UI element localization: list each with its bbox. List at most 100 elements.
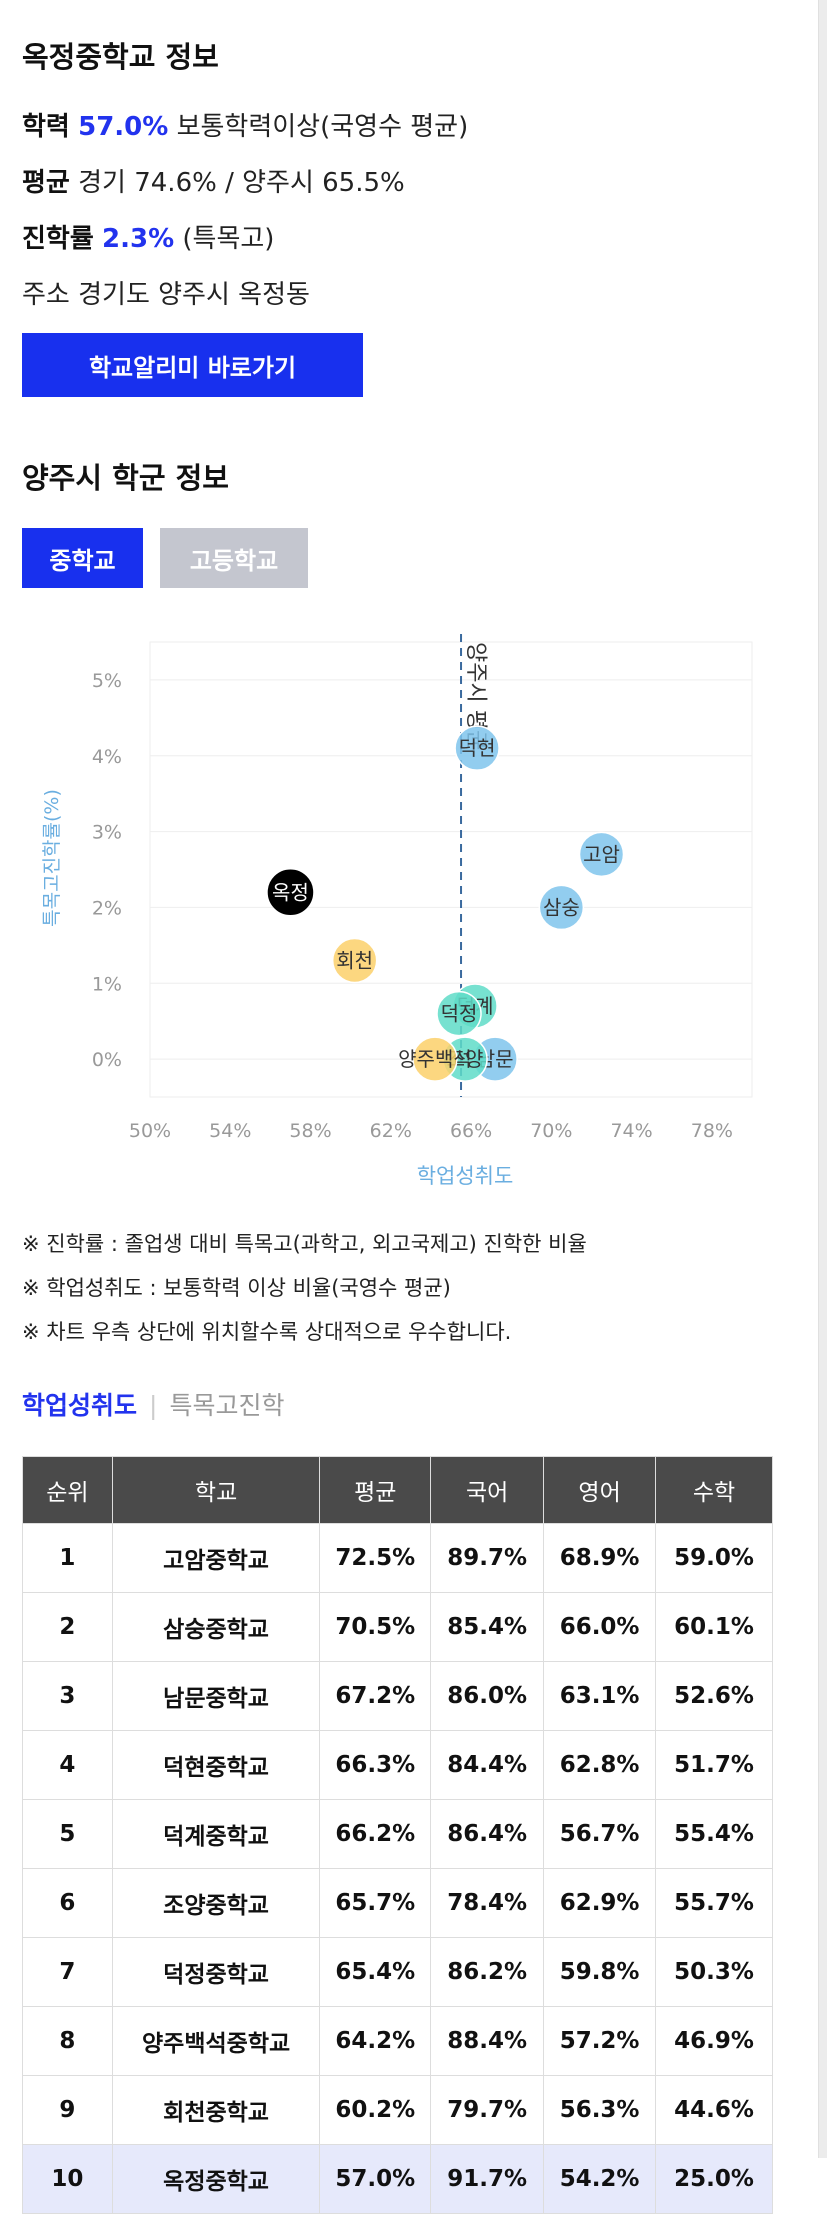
cell-korean: 86.0% — [430, 1661, 545, 1731]
point-marker — [436, 990, 482, 1037]
point-marker — [578, 831, 625, 878]
header-korean: 국어 — [430, 1456, 545, 1524]
school-title: 옥정중학교 정보 — [22, 40, 219, 74]
subtab-achievement[interactable]: 학업성취도 — [22, 1391, 138, 1420]
address-line: 주소 경기도 양주시 옥정동 — [22, 274, 310, 311]
cell-korean: 84.4% — [430, 1730, 545, 1800]
y-tick-label: 0% — [92, 1049, 122, 1071]
y-tick-label: 5% — [92, 670, 122, 692]
chart-points: 고암삼숭덕현남문덕계덕정조양양주백석회천옥정 — [267, 725, 625, 1082]
table-row: 8 양주백석중학교 64.2% 88.4% 57.2% 46.9% — [22, 2006, 773, 2076]
cell-english: 56.7% — [543, 1799, 657, 1869]
x-tick-label: 54% — [209, 1120, 251, 1142]
cell-english: 54.2% — [543, 2144, 657, 2214]
cell-math: 44.6% — [655, 2075, 773, 2145]
point-marker — [454, 725, 500, 771]
cell-math: 46.9% — [655, 2006, 773, 2076]
data-point[interactable]: 옥정 — [267, 869, 314, 915]
cell-math: 59.0% — [655, 1523, 773, 1593]
point-label: 덕현 — [459, 736, 496, 760]
tab-middle-school[interactable]: 중학교 — [22, 528, 143, 588]
achievement-line: 학력 57.0% 보통학력이상(국영수 평균) — [22, 106, 468, 143]
x-tick-label: 66% — [450, 1120, 492, 1142]
data-point[interactable]: 삼숭 — [538, 884, 585, 931]
cell-rank: 1 — [22, 1523, 113, 1593]
cell-average: 70.5% — [319, 1592, 432, 1662]
cell-math: 55.4% — [655, 1799, 773, 1869]
y-tick-label: 1% — [92, 973, 122, 995]
header-average: 평균 — [319, 1456, 432, 1524]
average-label: 평균 — [22, 168, 70, 198]
address-text: 경기도 양주시 옥정동 — [78, 280, 310, 310]
cell-korean: 86.4% — [430, 1799, 545, 1869]
cell-math: 25.0% — [655, 2144, 773, 2214]
tab-high-school[interactable]: 고등학교 — [160, 528, 308, 588]
cell-korean: 91.7% — [430, 2144, 545, 2214]
cell-school: 회천중학교 — [111, 2075, 321, 2145]
cell-english: 68.9% — [543, 1523, 657, 1593]
x-tick-label: 74% — [610, 1120, 652, 1142]
school-info-link-button[interactable]: 학교알리미 바로가기 — [22, 333, 363, 397]
note-chart-hint: ※ 차트 우측 상단에 위치할수록 상대적으로 우수합니다. — [22, 1320, 512, 1344]
point-marker — [412, 1036, 458, 1082]
table-row: 9 회천중학교 60.2% 79.7% 56.3% 44.6% — [22, 2075, 773, 2145]
cell-math: 51.7% — [655, 1730, 773, 1800]
cell-rank: 10 — [22, 2144, 113, 2214]
cell-school: 조양중학교 — [111, 1868, 321, 1938]
table-row: 3 남문중학교 67.2% 86.0% 63.1% 52.6% — [22, 1661, 773, 1731]
cell-english: 59.8% — [543, 1937, 657, 2007]
cell-school: 양주백석중학교 — [111, 2006, 321, 2076]
data-point[interactable]: 덕정 — [436, 990, 482, 1037]
header-rank: 순위 — [22, 1456, 113, 1524]
table-row: 1 고암중학교 72.5% 89.7% 68.9% 59.0% — [22, 1523, 773, 1593]
table-row: 2 삼숭중학교 70.5% 85.4% 66.0% 60.1% — [22, 1592, 773, 1662]
scatter-chart: 0%1%2%3%4%5%50% 54% 58% 62% 66% 70% 74% 78% 양주시… — [41, 634, 753, 1188]
cell-korean: 89.7% — [430, 1523, 545, 1593]
table-row: 7 덕정중학교 65.4% 86.2% 59.8% 50.3% — [22, 1937, 773, 2007]
note-achievement: ※ 학업성취도 : 보통학력 이상 비율(국영수 평균) — [22, 1276, 451, 1300]
x-tick-label: 62% — [370, 1120, 412, 1142]
cell-average: 67.2% — [319, 1661, 432, 1731]
cell-school: 덕계중학교 — [111, 1799, 321, 1869]
achievement-label: 학력 — [22, 112, 70, 142]
data-point[interactable]: 덕현 — [454, 725, 500, 771]
cell-english: 57.2% — [543, 2006, 657, 2076]
table-row: 6 조양중학교 65.7% 78.4% 62.9% 55.7% — [22, 1868, 773, 1938]
y-tick-label: 2% — [92, 897, 122, 919]
cell-rank: 3 — [22, 1661, 113, 1731]
table-body: 1 고암중학교 72.5% 89.7% 68.9% 59.0% 2 삼숭중학교 70.5% 85.… — [22, 1523, 773, 2214]
header-english: 영어 — [543, 1456, 657, 1524]
cell-average: 66.2% — [319, 1799, 432, 1869]
average-text: 경기 74.6% / 양주시 65.5% — [78, 168, 405, 198]
cell-average: 60.2% — [319, 2075, 432, 2145]
y-tick-label: 3% — [92, 822, 122, 844]
point-marker — [267, 869, 314, 915]
cell-rank: 9 — [22, 2075, 113, 2145]
cell-rank: 4 — [22, 1730, 113, 1800]
table-row: 5 덕계중학교 66.2% 86.4% 56.7% 55.4% — [22, 1799, 773, 1869]
point-label: 회천 — [336, 949, 373, 973]
cell-korean: 85.4% — [430, 1592, 545, 1662]
cell-rank: 2 — [22, 1592, 113, 1662]
data-point[interactable]: 회천 — [331, 937, 378, 984]
cell-average: 72.5% — [319, 1523, 432, 1593]
advance-note: (특목고) — [182, 224, 275, 254]
cell-rank: 8 — [22, 2006, 113, 2076]
cell-school: 덕정중학교 — [111, 1937, 321, 2007]
cell-math: 55.7% — [655, 1868, 773, 1938]
cell-average: 66.3% — [319, 1730, 432, 1800]
x-tick-label: 58% — [289, 1120, 331, 1142]
cell-average: 65.7% — [319, 1868, 432, 1938]
district-title: 양주시 학군 정보 — [22, 461, 229, 495]
subtab-advance[interactable]: 특목고진학 — [169, 1391, 285, 1420]
point-label: 양주백석 — [398, 1047, 472, 1071]
average-line: 평균 경기 74.6% / 양주시 65.5% — [22, 162, 405, 199]
cell-korean: 88.4% — [430, 2006, 545, 2076]
cell-math: 52.6% — [655, 1661, 773, 1731]
cell-rank: 5 — [22, 1799, 113, 1869]
cell-school: 고암중학교 — [111, 1523, 321, 1593]
page-scrollbar[interactable] — [818, 0, 827, 2158]
x-tick-label: 78% — [691, 1120, 733, 1142]
data-point[interactable]: 양주백석 — [398, 1036, 472, 1082]
data-point[interactable]: 고암 — [578, 831, 625, 878]
